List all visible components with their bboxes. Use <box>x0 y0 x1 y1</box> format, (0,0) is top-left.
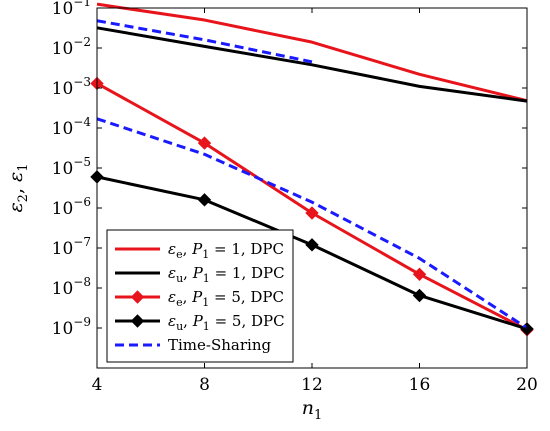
y-tick-label-2: 10−3 <box>52 75 91 99</box>
series-line-0 <box>96 2 528 103</box>
x-tick-label-4: 20 <box>516 375 538 395</box>
y-tick-label-0: 10−1 <box>52 0 91 19</box>
x-tick-label-0: 4 <box>92 375 103 395</box>
series-3-point-3 <box>412 288 427 303</box>
legend-label-1: εu, P1 = 1, DPC <box>168 264 285 285</box>
y-tick-label-1: 10−2 <box>52 35 91 59</box>
legend-label-2: εe, P1 = 5, DPC <box>168 288 284 309</box>
series-3-point-2 <box>305 238 319 252</box>
legend: εe, P1 = 1, DPC εu, P1 = 1, DPC εe, P1 = 5… <box>106 229 294 363</box>
series-2-point-1 <box>197 136 212 150</box>
series-line-1 <box>96 26 528 103</box>
legend-label-3: εu, P1 = 5, DPC <box>168 312 285 333</box>
legend-marker-2 <box>130 290 145 304</box>
x-tick-label-1: 8 <box>199 375 210 395</box>
series-2-point-3 <box>412 267 427 282</box>
y-tick-label-3: 10−4 <box>52 115 92 139</box>
x-tick-label-2: 12 <box>301 375 323 395</box>
legend-label-4: Time-Sharing <box>168 336 271 354</box>
y-tick-label-5: 10−6 <box>52 195 91 219</box>
y-axis-label: ε2, ε1 <box>5 163 31 212</box>
y-tick-label-7: 10−8 <box>52 275 91 299</box>
tick-layer: 4 8 12 16 20 10−1 10−2 10−3 10−4 10−5 10−6 10−7 10−8… <box>52 0 538 395</box>
y-tick-label-6: 10−7 <box>52 235 91 259</box>
series-line-5 <box>96 117 528 330</box>
series-3-point-1 <box>197 193 212 207</box>
series-2-point-2 <box>305 206 319 220</box>
series-line-4 <box>96 19 313 64</box>
legend-label-0: εe, P1 = 1, DPC <box>168 240 284 261</box>
y-tick-label-8: 10−9 <box>52 315 91 339</box>
x-tick-label-3: 16 <box>409 375 431 395</box>
y-tick-label-4: 10−5 <box>52 155 91 179</box>
x-axis-label: n1 <box>302 397 323 423</box>
legend-marker-3 <box>130 314 145 328</box>
